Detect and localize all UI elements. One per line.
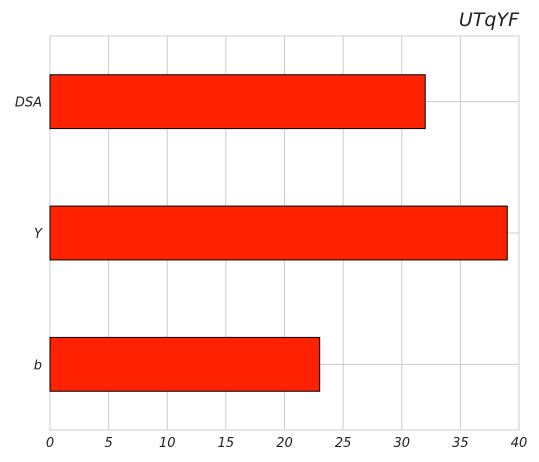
x-tick-label: 15 xyxy=(218,436,235,451)
x-tick-label: 5 xyxy=(104,436,112,451)
x-tick-label: 35 xyxy=(452,436,469,451)
chart-title: UTqYF xyxy=(459,9,520,31)
bars xyxy=(49,74,508,392)
bar-b xyxy=(49,336,321,392)
x-tick-label: 20 xyxy=(276,436,293,451)
x-tick-labels: 0 5 10 15 20 25 30 35 40 xyxy=(46,436,527,451)
y-tick-label: Y xyxy=(34,227,43,242)
x-tick-label: 30 xyxy=(393,436,410,451)
y-tick-label: b xyxy=(34,358,42,373)
x-tick-label: 40 xyxy=(511,436,528,451)
x-tick-label: 0 xyxy=(46,436,54,451)
bar-dsa xyxy=(49,74,426,130)
x-tick-label: 25 xyxy=(335,436,352,451)
y-tick-labels: DSA Yb xyxy=(15,96,43,374)
bar-y xyxy=(49,205,508,261)
y-tick-label: DSA xyxy=(15,96,42,111)
x-tick-label: 10 xyxy=(159,436,176,451)
